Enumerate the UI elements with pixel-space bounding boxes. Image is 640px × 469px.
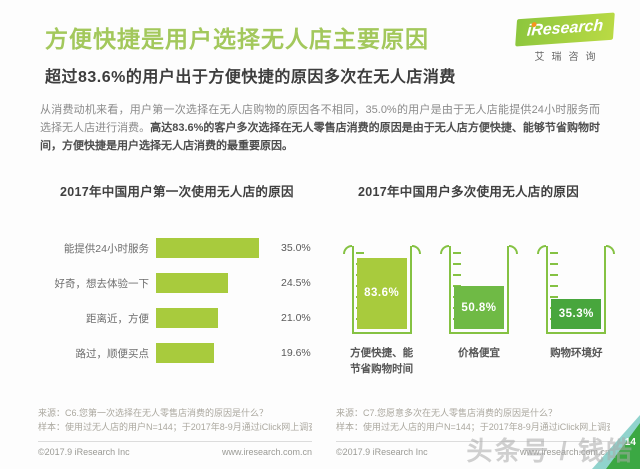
beaker-value-label: 50.8%	[461, 301, 497, 314]
page-subtitle: 超过83.6%的用户出于方便快捷的原因多次在无人店消费	[45, 69, 456, 86]
bar-category-label: 路过，顺便买点	[75, 347, 150, 360]
charts-section: 2017年中国用户第一次使用无人店的原因 能提供24小时服务 35.0% 好奇，想去…	[38, 181, 616, 378]
bar-row: 能提供24小时服务 35.0%	[38, 238, 312, 259]
copyright-left: ©2017.9 iResearch Inc	[38, 447, 130, 457]
bar	[156, 273, 229, 294]
beaker-item: 35.3% 购物环境好	[537, 245, 616, 376]
first-use-chart-title: 2017年中国用户第一次使用无人店的原因	[60, 185, 294, 200]
bar-value-label: 24.5%	[281, 277, 311, 290]
beaker: 83.6%	[342, 245, 421, 335]
source-note-right: 来源：C7.您愿意多次在无人零售店消费的原因是什么？	[336, 408, 558, 419]
header: 方便快捷是用户选择无人店主要原因 超过83.6%的用户出于方便快捷的原因多次在无…	[0, 0, 640, 87]
beaker-category-label: 购物环境好	[550, 347, 603, 360]
footer-divider-right	[336, 441, 610, 442]
footer-right-column: 来源：C7.您愿意多次在无人零售店消费的原因是什么？ 样本：使用过无人店的用户N…	[336, 407, 610, 457]
beaker-rim-hook-right-icon	[606, 245, 616, 255]
source-note-left: 来源：C6.您第一次选择在无人零售店消费的原因是什么？	[38, 408, 269, 419]
bar-category-label: 好奇，想去体验一下	[54, 277, 150, 290]
footer-divider-left	[38, 441, 312, 442]
beaker-rim-hook-left-icon	[439, 245, 449, 255]
bar-track	[156, 238, 274, 259]
intro-paragraph: 从消费动机来看，用户第一次选择在无人店购物的原因各不相同，35.0%的用户是由于…	[40, 102, 600, 155]
beaker-value-label: 83.6%	[364, 287, 400, 300]
logo-brand-text: iResearch	[526, 17, 604, 40]
bar	[156, 308, 218, 329]
beaker-rim-hook-left-icon	[342, 245, 352, 255]
bar-category-label: 能提供24小时服务	[63, 242, 149, 255]
watermark: 头条号 / 钱皓	[466, 436, 634, 466]
bar-value-label: 21.0%	[281, 312, 311, 325]
beaker-fill: 35.3%	[551, 299, 602, 330]
beaker-scale-ticks	[550, 252, 559, 325]
iresearch-logo: iResearch 艾瑞咨询	[515, 12, 615, 63]
copyright-right: ©2017.9 iResearch Inc	[336, 447, 428, 457]
bar	[156, 238, 260, 259]
intro-text-bold: 高达83.6%的客户多次选择在无人零售店消费的原因是由于无人店方便快捷、能够节省…	[40, 121, 601, 152]
beaker-group: 83.6% 方便快捷、能节省购物时间 50.8% 价格便宜 35.3% 购物环境好	[336, 245, 616, 376]
bar-track	[156, 308, 274, 329]
beaker-category-label: 方便快捷、能节省购物时间	[350, 347, 414, 375]
bar-row: 距离近，方便 21.0%	[38, 308, 312, 329]
sample-note-right: 样本：使用过无人店的用户N=144；于2017年8-9月通过iClick网上调查…	[336, 422, 610, 433]
bar-row: 好奇，想去体验一下 24.5%	[38, 273, 312, 294]
bar-track	[156, 273, 274, 294]
footer-left-column: 来源：C6.您第一次选择在无人零售店消费的原因是什么？ 样本：使用过无人店的用户…	[38, 407, 312, 457]
logo-brand-chinese: 艾瑞咨询	[534, 52, 603, 63]
beaker-item: 50.8% 价格便宜	[439, 245, 518, 376]
intro-text-regular: 从消费动机来看，用户第一次选择在无人店购物的原因各不相同，35.0%的用户是由于…	[40, 104, 600, 134]
website-left: www.iresearch.com.cn	[221, 447, 312, 457]
beaker: 35.3%	[537, 245, 616, 335]
beaker-rim-hook-right-icon	[411, 245, 421, 255]
website-right: www.iresearch.com.cn	[519, 447, 610, 457]
bar-category-label: 距离近，方便	[86, 312, 149, 325]
iresearch-logo-flag: iResearch	[515, 12, 615, 47]
beaker-fill: 50.8%	[453, 285, 504, 330]
bar-row: 路过，顺便买点 19.6%	[38, 343, 312, 364]
bar-track	[156, 343, 274, 364]
repeat-use-chart: 2017年中国用户多次使用无人店的原因 83.6% 方便快捷、能节省购物时间 50.…	[336, 181, 616, 378]
repeat-use-chart-title: 2017年中国用户多次使用无人店的原因	[358, 185, 580, 200]
beaker-rim-hook-right-icon	[508, 245, 518, 255]
bar-value-label: 35.0%	[281, 242, 311, 255]
page-corner-marker: 14	[590, 413, 640, 469]
beaker-rim-hook-left-icon	[537, 245, 547, 255]
page-title: 方便快捷是用户选择无人店主要原因	[45, 26, 429, 52]
beaker-fill: 83.6%	[356, 257, 407, 330]
beaker-value-label: 35.3%	[558, 308, 594, 321]
first-use-rows: 能提供24小时服务 35.0% 好奇，想去体验一下 24.5% 距离近，方便 21.0% 路…	[38, 238, 312, 364]
beaker: 50.8%	[439, 245, 518, 335]
beaker-category-label: 价格便宜	[457, 347, 500, 360]
page-number: 14	[624, 437, 636, 448]
beaker-item: 83.6% 方便快捷、能节省购物时间	[342, 245, 421, 376]
sample-note-left: 样本：使用过无人店的用户N=144；于2017年8-9月通过iClick网上调查…	[38, 422, 312, 433]
bar	[156, 343, 214, 364]
footer-area: 来源：C6.您第一次选择在无人零售店消费的原因是什么？ 样本：使用过无人店的用户…	[38, 407, 610, 457]
bar-value-label: 19.6%	[281, 347, 311, 360]
first-use-chart: 2017年中国用户第一次使用无人店的原因 能提供24小时服务 35.0% 好奇，想去…	[38, 181, 312, 378]
